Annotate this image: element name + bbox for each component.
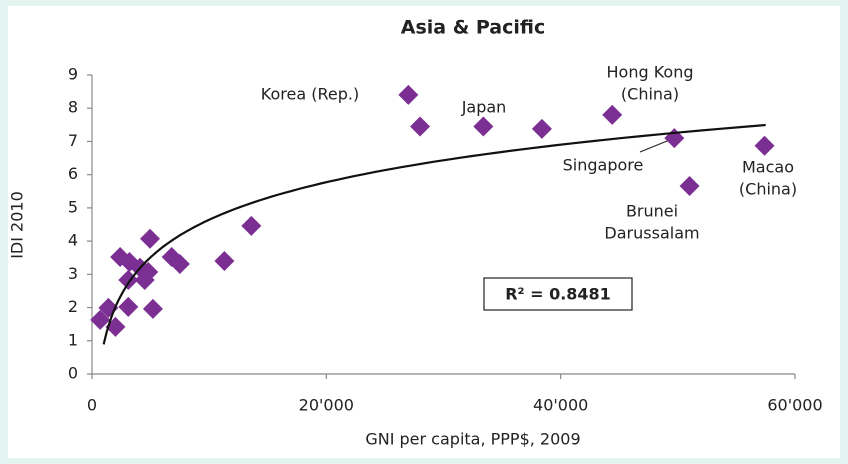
annotation: Singapore [563, 156, 644, 175]
point [118, 296, 139, 317]
annotation: Hong Kong [607, 63, 694, 82]
y-tick-label: 2 [68, 297, 78, 316]
point [169, 254, 190, 275]
y-tick-label: 0 [68, 364, 78, 383]
r2-label: R² = 0.8481 [505, 285, 611, 304]
y-tick-label: 5 [68, 197, 78, 216]
r2-box [483, 277, 633, 311]
point [602, 104, 623, 125]
annotation: Macao [742, 158, 794, 177]
y-tick-label: 1 [68, 330, 78, 349]
point [398, 84, 419, 105]
point [679, 175, 700, 196]
x-axis-label: GNI per capita, PPP$, 2009 [365, 430, 580, 449]
annotation: Darussalam [604, 224, 699, 243]
point [139, 228, 160, 249]
point [754, 135, 775, 156]
x-tick-label: 40'000 [533, 396, 588, 415]
point [214, 251, 235, 272]
trendline [102, 123, 766, 345]
point [473, 116, 494, 137]
y-tick-label: 7 [68, 131, 78, 150]
y-tick-label: 9 [68, 65, 78, 84]
annotation: Korea (Rep.) [261, 85, 359, 104]
y-tick-label: 6 [68, 164, 78, 183]
x-tick-label: 0 [87, 396, 97, 415]
chart-title: Asia & Pacific [401, 17, 546, 39]
y-tick-label: 4 [68, 231, 78, 250]
x-tick-label: 20'000 [299, 396, 354, 415]
x-tick-label: 60'000 [767, 396, 822, 415]
leader-line [639, 138, 673, 153]
point [241, 215, 262, 236]
point [531, 118, 552, 139]
panel [8, 6, 840, 458]
annotation: (China) [621, 85, 679, 104]
point [410, 116, 431, 137]
annotation: (China) [739, 180, 797, 199]
y-tick-label: 3 [68, 264, 78, 283]
point [134, 269, 155, 290]
point [90, 309, 111, 330]
y-axis-label: IDI 2010 [8, 191, 27, 259]
y-tick-label: 8 [68, 98, 78, 117]
point [142, 298, 163, 319]
annotation: Japan [461, 98, 507, 117]
annotation: Brunei [626, 202, 678, 221]
